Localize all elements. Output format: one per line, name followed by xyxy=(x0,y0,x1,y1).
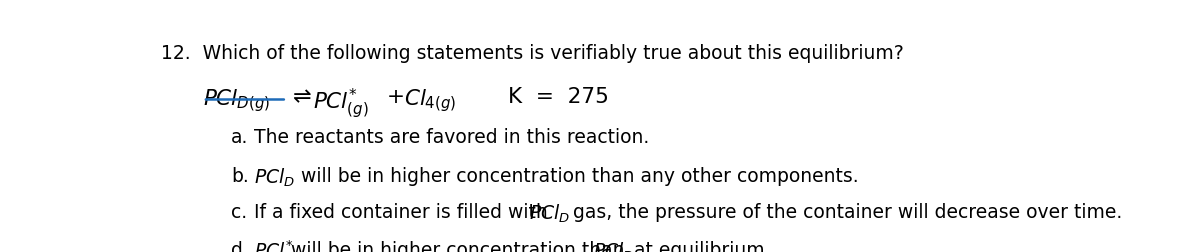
Text: 12.  Which of the following statements is verifiably true about this equilibrium: 12. Which of the following statements is… xyxy=(161,44,904,63)
Text: gas, the pressure of the container will decrease over time.: gas, the pressure of the container will … xyxy=(574,202,1122,221)
Text: $\rightleftharpoons$: $\rightleftharpoons$ xyxy=(288,86,312,106)
Text: $\mathit{PCl}^{*}$: $\mathit{PCl}^{*}$ xyxy=(254,240,293,252)
Text: The reactants are favored in this reaction.: The reactants are favored in this reacti… xyxy=(254,127,649,146)
Text: If a fixed container is filled with: If a fixed container is filled with xyxy=(254,202,548,221)
Text: at equilibrium.: at equilibrium. xyxy=(634,240,770,252)
Text: will be in higher concentration than any other components.: will be in higher concentration than any… xyxy=(301,166,858,185)
Text: b.: b. xyxy=(230,166,248,185)
Text: will be in higher concentration than: will be in higher concentration than xyxy=(292,240,625,252)
Text: $\mathit{PCl}_{D}$: $\mathit{PCl}_{D}$ xyxy=(528,202,570,224)
Text: $\mathit{Cl}_{\mathit{4(g)}}$: $\mathit{Cl}_{\mathit{4(g)}}$ xyxy=(404,86,456,113)
Text: $\mathit{PCl}_{\mathit{D(g)}}$: $\mathit{PCl}_{\mathit{D(g)}}$ xyxy=(203,86,270,113)
Text: a.: a. xyxy=(230,127,248,146)
Text: c.: c. xyxy=(230,202,247,221)
Text: $\mathit{PCl}_{D}$: $\mathit{PCl}_{D}$ xyxy=(593,240,634,252)
Text: +: + xyxy=(388,86,406,106)
Text: K  =  275: K = 275 xyxy=(508,86,608,106)
Text: d.: d. xyxy=(230,240,248,252)
Text: $\mathit{PCl}^{\mathit{*}}_{\mathit{(g)}}$: $\mathit{PCl}^{\mathit{*}}_{\mathit{(g)}… xyxy=(313,86,368,121)
Text: $\mathit{PCl}_{D}$: $\mathit{PCl}_{D}$ xyxy=(254,166,295,188)
